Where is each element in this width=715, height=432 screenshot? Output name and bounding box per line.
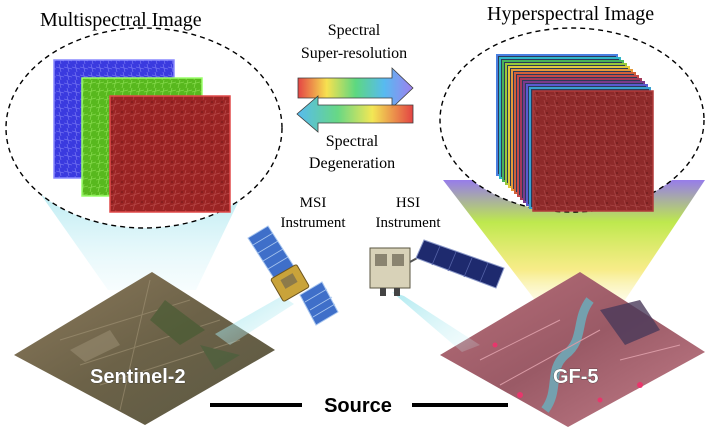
hyperspectral-title: Hyperspectral Image bbox=[487, 3, 654, 25]
hsi-band-front bbox=[532, 90, 654, 212]
degeneration-arrow bbox=[296, 95, 414, 133]
gf-5-label: GF-5 bbox=[553, 366, 599, 388]
gf-5-ground-texture bbox=[479, 297, 681, 413]
msi-instrument-label-line1: MSI bbox=[300, 195, 327, 211]
source-label: Source bbox=[324, 395, 392, 417]
arrow-bottom-label-line1: Spectral bbox=[326, 133, 379, 150]
arrow-top-label-line2: Super-resolution bbox=[301, 45, 407, 62]
msi-band-red bbox=[109, 95, 231, 213]
hsi-band-stack bbox=[496, 54, 654, 212]
msi-beam bbox=[215, 296, 294, 345]
msi-instrument-label-line2: Instrument bbox=[281, 215, 347, 231]
gf-5-satellite bbox=[369, 239, 505, 296]
arrow-bottom-label-line2: Degeneration bbox=[309, 155, 395, 172]
sentinel-2-ground-tile bbox=[14, 272, 275, 425]
hsi-beam bbox=[392, 292, 480, 352]
sentinel-2-ground-texture bbox=[59, 279, 241, 411]
hsi-instrument-label-line1: HSI bbox=[396, 195, 420, 211]
sentinel-2-satellite bbox=[247, 225, 339, 326]
super-resolution-arrow bbox=[297, 67, 414, 109]
sentinel-2-label: Sentinel-2 bbox=[90, 366, 186, 388]
hsi-instrument-label-line2: Instrument bbox=[376, 215, 442, 231]
multispectral-title: Multispectral Image bbox=[40, 9, 202, 31]
arrow-top-label-line1: Spectral bbox=[328, 22, 381, 39]
